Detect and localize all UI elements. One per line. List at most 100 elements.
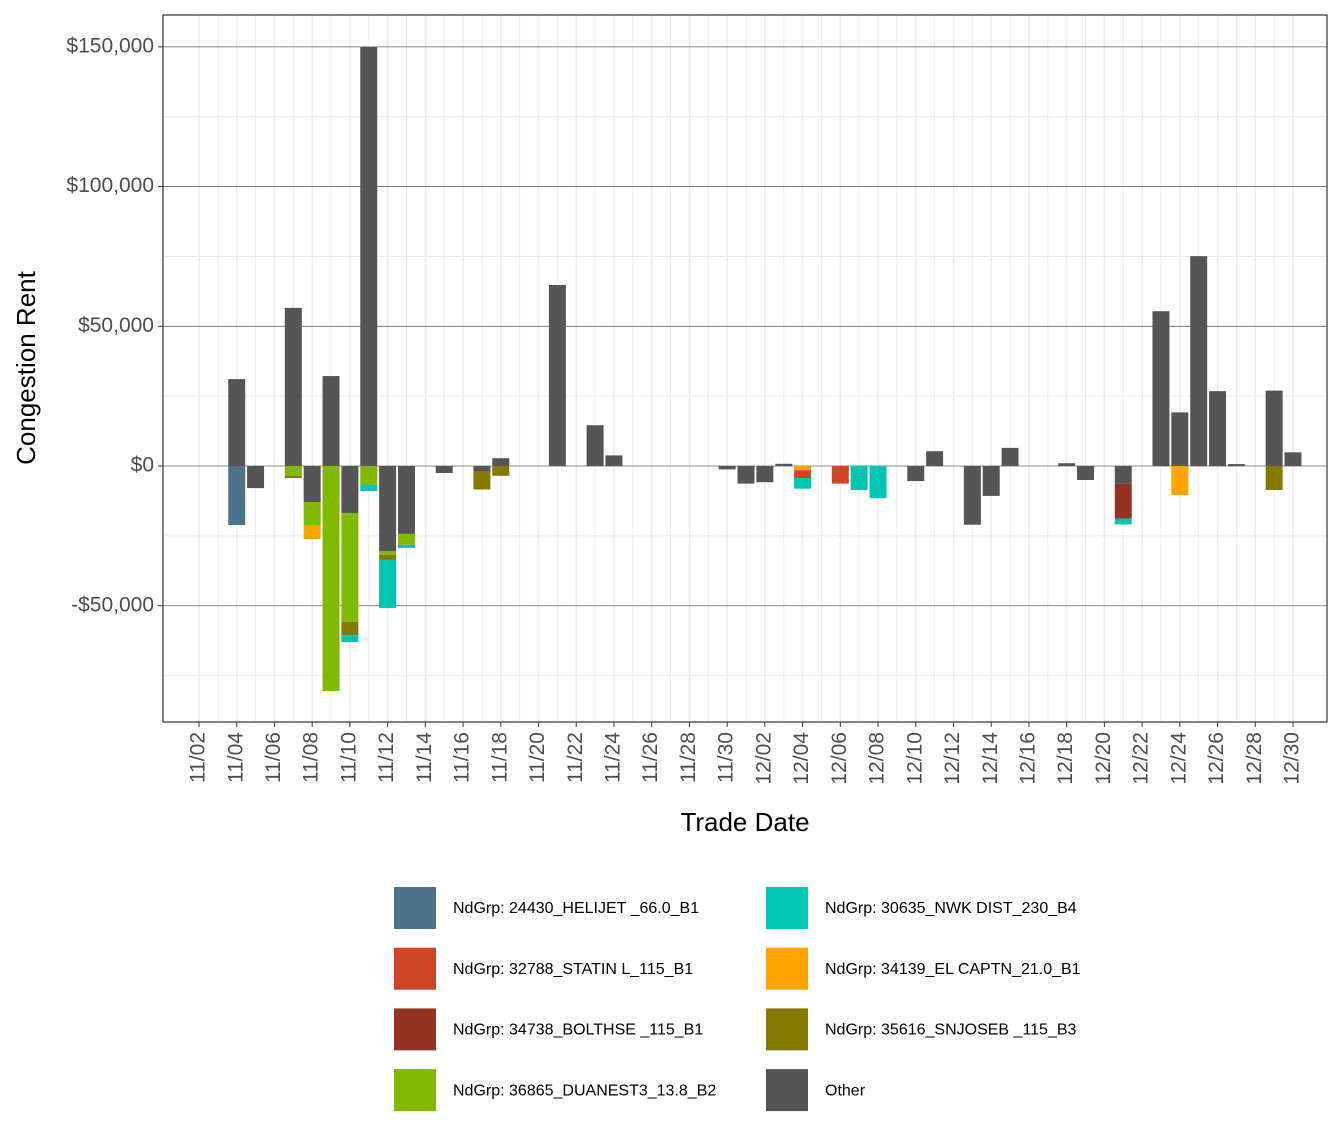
- bar-segment: [794, 478, 812, 489]
- x-tick-label: 12/02: [752, 732, 775, 785]
- legend-swatch: [766, 887, 808, 929]
- bar-segment: [831, 466, 849, 484]
- bar-segment: [379, 559, 397, 608]
- bar-segment: [1284, 452, 1302, 467]
- legend-label: NdGrp: 24430_HELIJET _66.0_B1: [453, 900, 699, 917]
- bar-segment: [341, 466, 359, 513]
- bar-segment: [1152, 311, 1170, 467]
- bar-segment: [982, 466, 1000, 496]
- bar-segment: [775, 463, 793, 467]
- bar-segment: [756, 466, 774, 483]
- bar-segment: [397, 533, 415, 545]
- bar-segment: [718, 466, 736, 470]
- x-tick-label: 12/16: [1016, 732, 1039, 785]
- bar-segment: [284, 475, 302, 479]
- x-tick-label: 12/04: [790, 732, 813, 785]
- bar-segment: [303, 502, 321, 525]
- y-tick-label: -$50,000: [71, 593, 154, 616]
- x-tick-label: 11/30: [715, 732, 738, 783]
- x-tick-label: 11/20: [526, 732, 549, 783]
- bar-segment: [1265, 390, 1283, 467]
- legend-swatch: [394, 887, 436, 929]
- bar-segment: [379, 466, 397, 551]
- x-tick-label: 12/14: [979, 732, 1002, 785]
- bar-segment: [322, 376, 340, 467]
- bar-segment: [492, 466, 510, 476]
- bar-segment: [907, 466, 925, 482]
- legend-swatch: [394, 1069, 436, 1112]
- bar-segment: [247, 466, 265, 489]
- bar-segment: [284, 307, 302, 467]
- bar-segment: [397, 466, 415, 534]
- bar-segment: [360, 46, 378, 467]
- x-tick-label: 12/18: [1054, 732, 1077, 785]
- bar-segment: [1077, 466, 1095, 480]
- x-tick-label: 12/12: [941, 732, 964, 785]
- y-tick-label: $50,000: [78, 314, 154, 337]
- x-tick-label: 12/08: [866, 732, 889, 785]
- panel-border: [162, 14, 1328, 723]
- y-axis-title: Congestion Rent: [11, 270, 41, 464]
- bar-segment: [303, 524, 321, 539]
- bar-segment: [737, 466, 755, 484]
- bar-segment: [435, 466, 453, 474]
- bar-segment: [1171, 412, 1189, 467]
- y-tick-label: $100,000: [66, 174, 154, 197]
- bar-segment: [1227, 464, 1245, 467]
- bar-segment: [379, 550, 397, 555]
- x-tick-label: 11/10: [337, 732, 360, 783]
- bar-segment: [850, 466, 868, 491]
- bar-segment: [963, 466, 981, 525]
- bar-segment: [1114, 466, 1132, 484]
- bar-segment: [794, 470, 812, 479]
- bar-segment: [605, 455, 623, 467]
- x-axis-title: Trade Date: [680, 807, 809, 837]
- bar-segment: [1001, 447, 1019, 467]
- bar-segment: [322, 466, 340, 691]
- bar-segment: [473, 466, 491, 472]
- bar-segment: [586, 425, 604, 467]
- bar-segment: [360, 466, 378, 486]
- x-tick-label: 11/16: [451, 732, 474, 783]
- bar-segment: [341, 512, 359, 622]
- x-tick-label: 11/22: [564, 732, 587, 783]
- bar-segment: [379, 554, 397, 560]
- bar-segment: [473, 471, 491, 490]
- x-tick-label: 12/22: [1130, 732, 1153, 785]
- legend-swatch: [394, 947, 436, 990]
- legend-label: NdGrp: 36865_DUANEST3_13.8_B2: [453, 1082, 716, 1099]
- bar-segment: [926, 451, 944, 467]
- x-tick-label: 12/20: [1092, 732, 1115, 785]
- legend-label: NdGrp: 34139_EL CAPTN_21.0_B1: [825, 961, 1081, 978]
- legend-label: NdGrp: 30635_NWK DIST_230_B4: [825, 900, 1077, 917]
- bar-segment: [341, 621, 359, 636]
- bar-segment: [1114, 518, 1132, 525]
- bar-segment: [1058, 463, 1076, 467]
- bar-segment: [492, 458, 510, 467]
- x-tick-label: 11/06: [262, 732, 285, 783]
- y-tick-label: $0: [131, 454, 154, 477]
- x-tick-label: 11/08: [300, 732, 323, 783]
- x-tick-label: 12/26: [1205, 732, 1228, 785]
- bar-segment: [1171, 466, 1189, 496]
- bar-segment: [228, 466, 246, 525]
- x-tick-label: 11/12: [375, 732, 398, 783]
- legend-label: NdGrp: 35616_SNJOSEB _115_B3: [825, 1022, 1077, 1039]
- y-tick-label: $150,000: [66, 34, 154, 57]
- bar-segment: [1265, 466, 1283, 491]
- bar-segment: [341, 635, 359, 643]
- x-tick-label: 11/02: [187, 732, 210, 783]
- x-tick-label: 12/06: [828, 732, 851, 785]
- bar-segment: [1114, 483, 1132, 519]
- x-tick-label: 12/24: [1167, 732, 1190, 785]
- legend-swatch: [766, 1008, 808, 1051]
- x-tick-label: 11/04: [224, 732, 247, 783]
- x-tick-label: 12/10: [903, 732, 926, 785]
- legend-swatch: [766, 947, 808, 990]
- legend-label: Other: [825, 1082, 866, 1099]
- x-tick-label: 12/28: [1243, 732, 1266, 785]
- bar-segment: [228, 379, 246, 467]
- x-tick-label: 12/30: [1281, 732, 1304, 785]
